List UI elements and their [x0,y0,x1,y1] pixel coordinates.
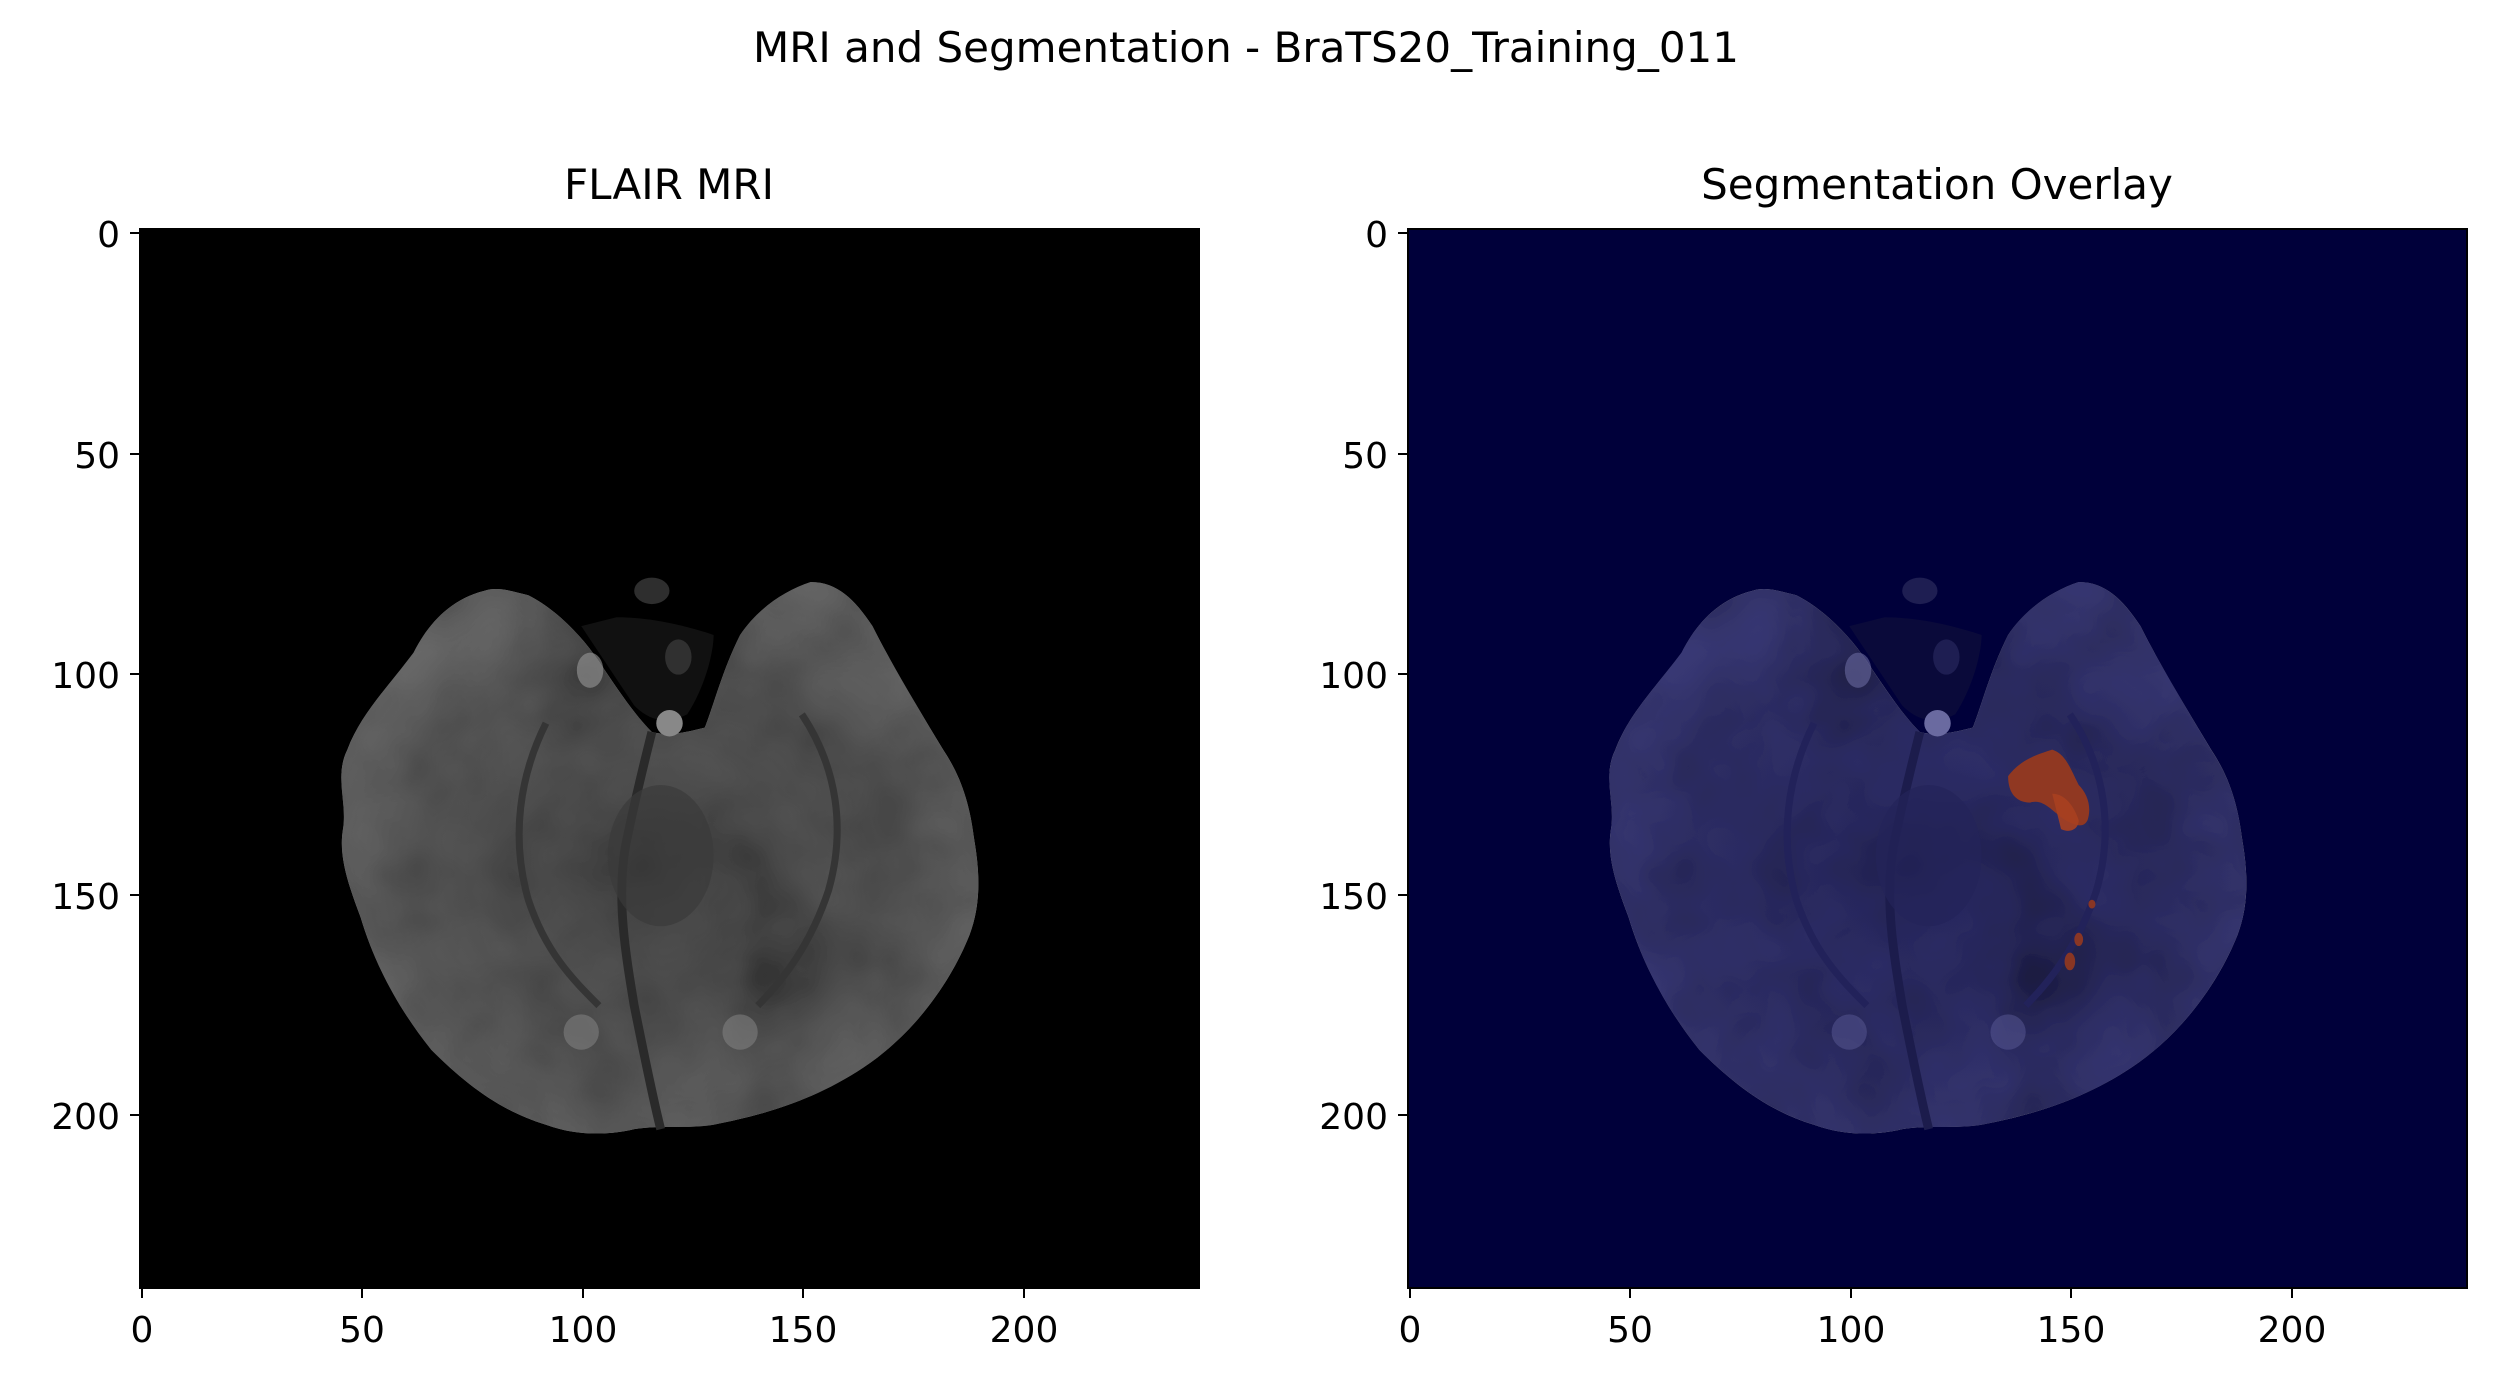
flair-xtick-label: 150 [769,1310,838,1351]
panel-flair-mri: FLAIR MRI [51,160,1200,1351]
flair-ytick-label: 100 [51,656,120,697]
flair-ytick-label: 0 [97,215,120,256]
figure-suptitle: MRI and Segmentation - BraTS20_Training_… [753,23,1739,72]
panel-segmentation-overlay: Segmentation Overlay [1319,160,2468,1351]
flair-xtick-label: 200 [990,1310,1059,1351]
segmentation-xtick-label: 200 [2258,1310,2327,1351]
segmentation-ytick-label: 50 [1342,436,1388,477]
segmentation-xtick-label: 0 [1399,1310,1422,1351]
panel-title-segmentation: Segmentation Overlay [1701,160,2173,209]
flair-xtick-label: 0 [131,1310,154,1351]
segmentation-axes-frame [1407,228,2468,1289]
flair-image [140,229,1199,1288]
panel-title-flair: FLAIR MRI [564,160,774,209]
tumor-segmentation [2008,749,2096,971]
segmentation-image [1408,229,2467,1288]
segmentation-xtick-label: 150 [2037,1310,2106,1351]
segmentation-xtick-label: 100 [1817,1310,1886,1351]
segmentation-x-axis: 0 50 100 150 200 [1399,1288,2327,1351]
flair-axes-frame [139,228,1200,1289]
segmentation-ytick-label: 0 [1365,215,1388,256]
segmentation-y-axis: 0 50 100 150 200 [1319,215,1408,1138]
flair-xtick-label: 50 [339,1310,385,1351]
flair-x-axis: 0 50 100 150 200 [131,1288,1059,1351]
segmentation-ytick-label: 200 [1319,1097,1388,1138]
flair-xtick-label: 100 [549,1310,618,1351]
flair-ytick-label: 200 [51,1097,120,1138]
flair-y-axis: 0 50 100 150 200 [51,215,140,1138]
segmentation-ytick-label: 100 [1319,656,1388,697]
segmentation-xtick-label: 50 [1607,1310,1653,1351]
segmentation-ytick-label: 150 [1319,877,1388,918]
flair-ytick-label: 50 [74,436,120,477]
flair-ytick-label: 150 [51,877,120,918]
